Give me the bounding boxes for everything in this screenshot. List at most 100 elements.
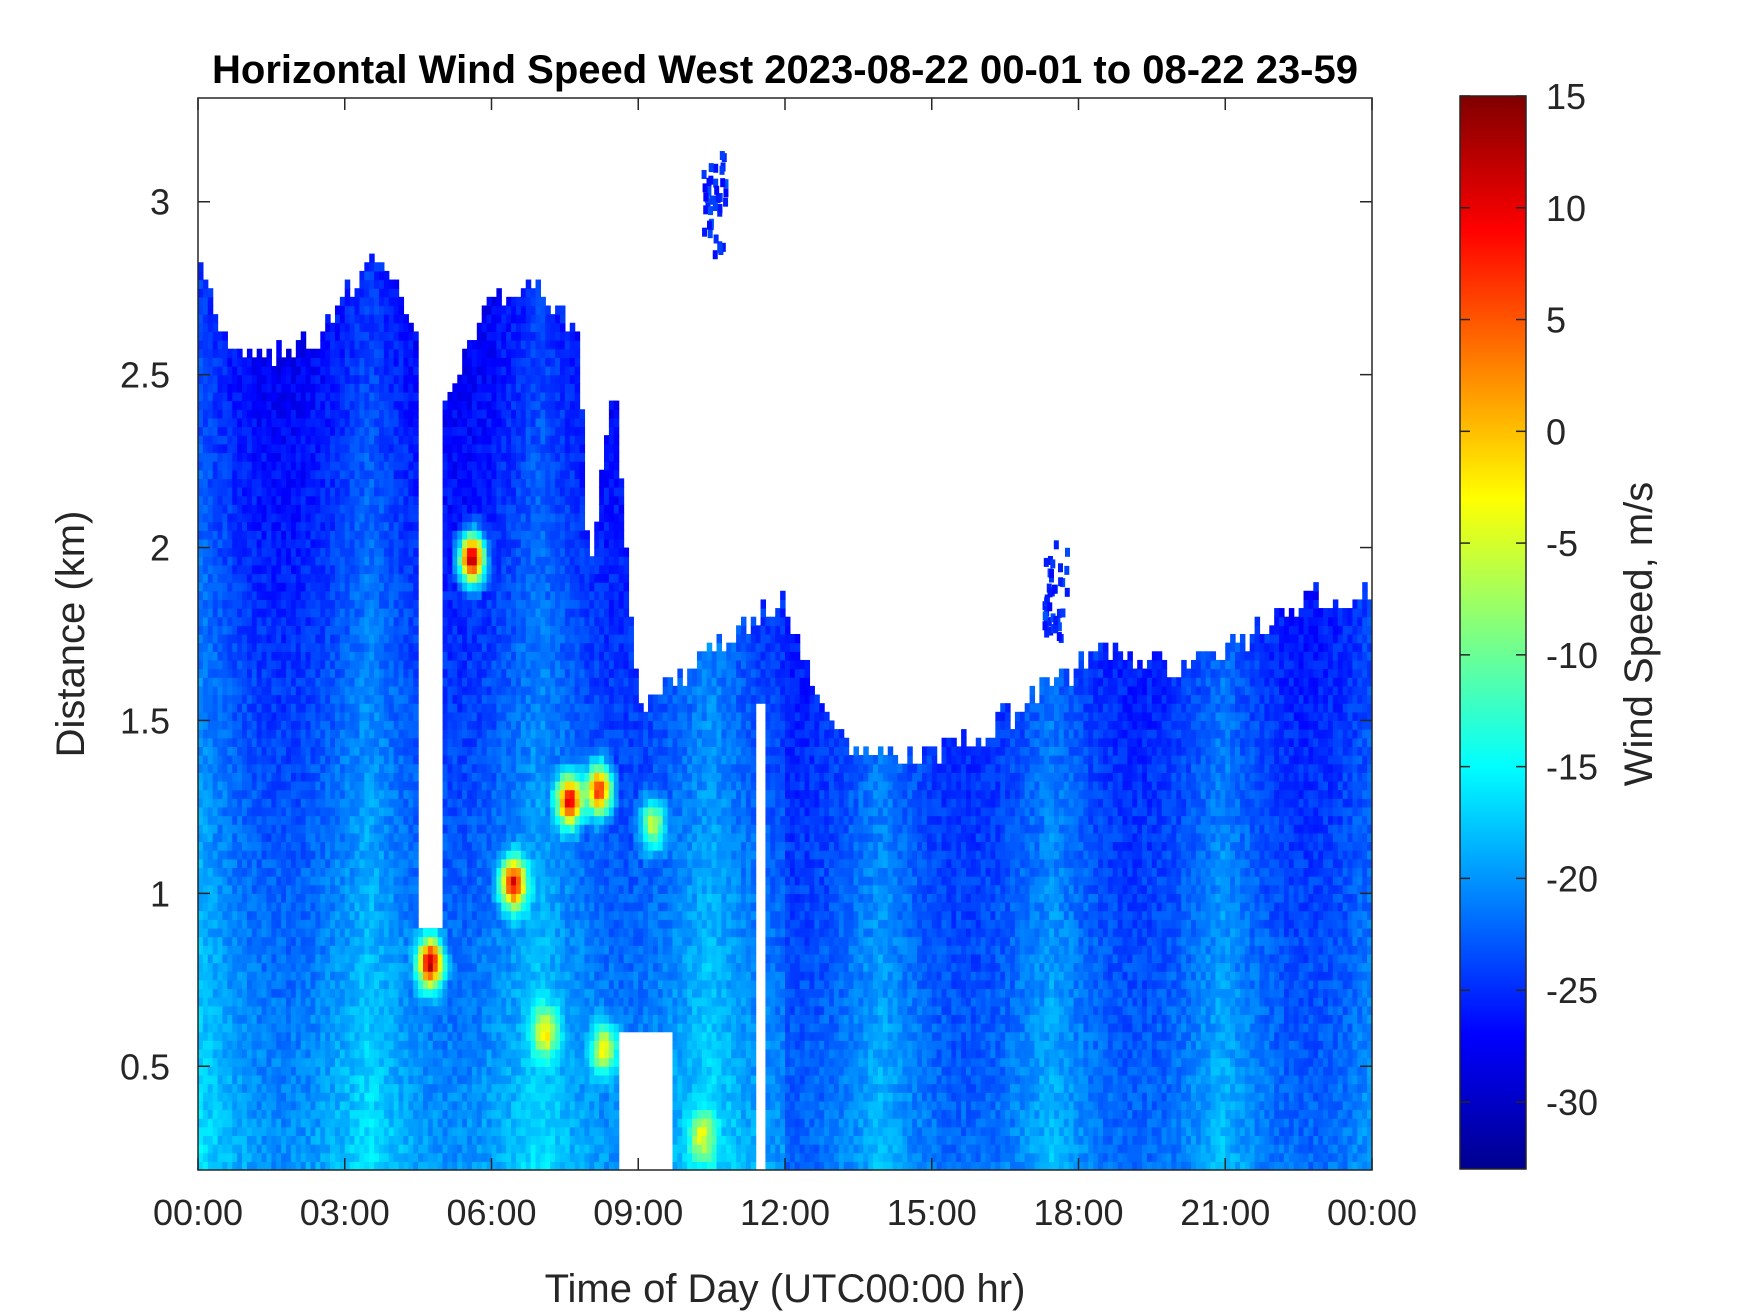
heatmap-cell	[330, 1048, 336, 1059]
heatmap-cell	[349, 798, 356, 808]
heatmap-cell	[242, 997, 248, 1007]
heatmap-cell	[242, 1023, 248, 1033]
heatmap-cell	[369, 789, 375, 799]
heatmap-cell	[393, 703, 400, 713]
heatmap-cell	[418, 1135, 424, 1145]
heatmap-cell	[334, 1161, 341, 1170]
heatmap-cell	[423, 1118, 429, 1128]
heatmap-cell	[232, 720, 238, 730]
heatmap-cell	[344, 573, 351, 583]
heatmap-cell	[207, 651, 214, 661]
heatmap-cell	[222, 590, 228, 601]
heatmap-cell	[222, 331, 228, 341]
heatmap-cell	[457, 763, 463, 773]
heatmap-cell	[388, 538, 395, 549]
heatmap-cell	[388, 279, 395, 289]
heatmap-cell	[334, 902, 341, 912]
heatmap-cell	[413, 590, 419, 601]
heatmap-cell	[344, 720, 351, 730]
heatmap-cell	[227, 824, 233, 834]
heatmap-cell	[217, 988, 224, 998]
heatmap-cell	[427, 1083, 434, 1093]
heatmap-cell	[207, 1048, 214, 1059]
heatmap-cell	[320, 383, 326, 393]
heatmap-cell	[256, 409, 263, 419]
heatmap-cell	[242, 547, 248, 557]
heatmap-cell	[427, 962, 434, 972]
heatmap-cell	[202, 288, 209, 298]
heatmap-cell	[295, 772, 302, 782]
heatmap-cell	[300, 521, 307, 531]
heatmap-cell	[378, 659, 385, 670]
heatmap-cell	[300, 1066, 307, 1076]
heatmap-cell	[447, 547, 453, 557]
heatmap-cell	[320, 461, 326, 471]
heatmap-cell	[364, 478, 370, 488]
heatmap-cell	[227, 798, 233, 808]
heatmap-cell	[339, 599, 346, 609]
heatmap-cell	[330, 616, 336, 626]
heatmap-cell	[378, 340, 385, 350]
heatmap-cell	[290, 832, 297, 843]
heatmap-cell	[261, 1100, 268, 1111]
heatmap-cell	[276, 651, 282, 661]
heatmap-cell	[315, 556, 321, 566]
heatmap-cell	[271, 729, 277, 739]
heatmap-cell	[212, 556, 219, 566]
heatmap-cell	[452, 642, 458, 652]
heatmap-cell	[232, 780, 238, 791]
heatmap-cell	[344, 331, 351, 341]
heatmap-cell	[325, 902, 331, 912]
heatmap-cell	[364, 988, 370, 998]
heatmap-cell	[286, 893, 292, 903]
heatmap-cell	[403, 469, 409, 479]
heatmap-cell	[217, 1126, 224, 1137]
heatmap-cell	[266, 902, 272, 912]
heatmap-cell	[344, 357, 351, 367]
heatmap-cell	[300, 729, 307, 739]
heatmap-cell	[398, 910, 405, 920]
heatmap-cell	[447, 694, 453, 704]
heatmap-cell	[320, 538, 326, 549]
heatmap-cell	[256, 538, 263, 549]
heatmap-cell	[217, 340, 224, 350]
heatmap-cell	[251, 876, 258, 886]
heatmap-cell	[305, 988, 312, 998]
heatmap-cell	[339, 945, 346, 955]
heatmap-cell	[369, 979, 375, 990]
heatmap-cell	[383, 400, 390, 410]
heatmap-cell	[295, 348, 302, 358]
heatmap-cell	[266, 599, 272, 609]
heatmap-cell	[246, 582, 253, 592]
heatmap-cell	[325, 599, 331, 609]
heatmap-cell	[354, 521, 361, 531]
heatmap-cell	[310, 1144, 316, 1154]
heatmap-cell	[315, 772, 321, 782]
heatmap-cell	[242, 409, 248, 419]
heatmap-cell	[432, 1118, 439, 1128]
heatmap-cell	[452, 746, 458, 756]
heatmap-cell	[227, 642, 233, 652]
heatmap-cell	[232, 997, 238, 1007]
heatmap-cell	[202, 1014, 209, 1024]
heatmap-cell	[349, 841, 356, 851]
heatmap-cell	[246, 1066, 253, 1076]
heatmap-cell	[202, 417, 209, 428]
heatmap-cell	[310, 936, 316, 946]
heatmap-cell	[300, 1005, 307, 1015]
heatmap-cell	[246, 400, 253, 410]
heatmap-cell	[408, 616, 414, 626]
heatmap-cell	[334, 538, 341, 549]
heatmap-cell	[227, 452, 233, 462]
heatmap-cell	[408, 902, 414, 912]
heatmap-cell	[403, 867, 409, 877]
heatmap-cell	[261, 582, 268, 592]
heatmap-cell	[261, 547, 268, 557]
heatmap-cell	[320, 798, 326, 808]
heatmap-cell	[457, 832, 463, 843]
heatmap-cell	[246, 720, 253, 730]
heatmap-cell	[207, 910, 214, 920]
heatmap-cell	[398, 625, 405, 635]
heatmap-cell	[246, 461, 253, 471]
heatmap-cell	[232, 806, 238, 817]
